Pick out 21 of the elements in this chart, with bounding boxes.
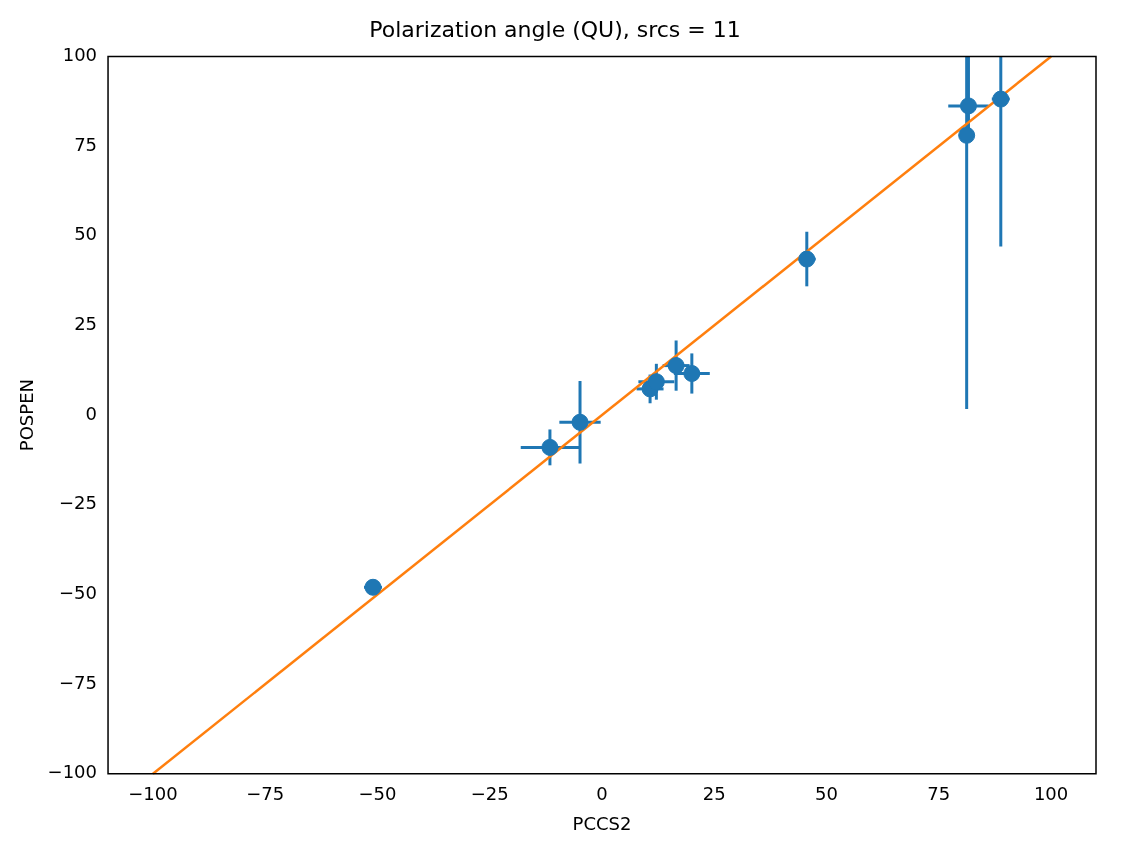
y-tick-label: −50	[59, 582, 98, 604]
x-axis-title: PCCS2	[572, 812, 632, 834]
y-tick-label: 0	[85, 402, 98, 424]
x-tick-label: 75	[927, 783, 951, 805]
x-tick-label: 25	[702, 783, 726, 805]
x-tick-label: −50	[358, 783, 397, 805]
x-tick-label: 50	[815, 783, 839, 805]
y-tick-label: 75	[74, 133, 98, 155]
y-axis-title: POSPEN	[16, 379, 38, 452]
y-tick-label: 100	[62, 44, 98, 66]
chart-title: Polarization angle (QU), srcs = 11	[369, 16, 741, 42]
y-tick-label: 25	[74, 313, 98, 335]
x-tick-label: −75	[246, 783, 285, 805]
y-tick-label: −100	[47, 761, 98, 783]
x-tick-label: 100	[1033, 783, 1069, 805]
x-tick-label: −25	[470, 783, 509, 805]
y-tick-label: 50	[74, 223, 98, 245]
y-tick-label: −25	[59, 492, 98, 514]
x-tick-label: 0	[596, 783, 608, 805]
y-tick-label: −75	[59, 671, 98, 693]
x-tick-label: −100	[128, 783, 178, 805]
